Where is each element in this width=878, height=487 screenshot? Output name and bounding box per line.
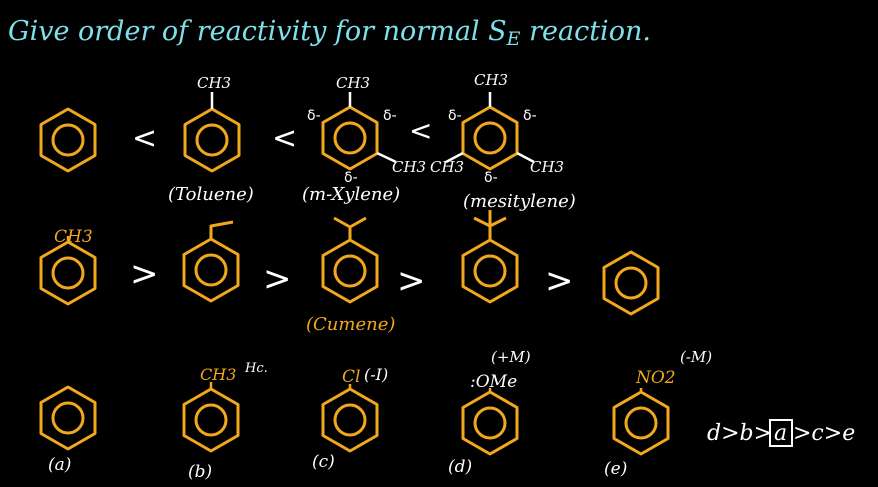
row1-lt-3: <: [409, 114, 432, 147]
svg-text:δ-: δ-: [307, 108, 321, 124]
row2-gt-4: >: [545, 261, 574, 301]
row1-mesitylene: CH3 CH3 CH3 δ- δ- δ-: [430, 71, 564, 186]
label-d: (d): [448, 457, 472, 477]
row1-lt-1: <: [132, 121, 157, 156]
row2-ethylbenzene: [182, 220, 240, 303]
page-title: Give order of reactivity for normal SE r…: [8, 16, 651, 50]
label-b: (b): [188, 462, 212, 482]
svg-text:Hc.: Hc.: [244, 361, 268, 376]
svg-text:CH3: CH3: [530, 158, 564, 176]
svg-text:CH3: CH3: [474, 71, 508, 89]
name-m-xylene: (m-Xylene): [302, 184, 400, 205]
row3-b-toluene: CH3 Hc.: [182, 361, 268, 453]
svg-text:δ-: δ-: [448, 108, 462, 124]
row2-cumene: [321, 216, 379, 304]
svg-text:NO2: NO2: [635, 368, 676, 388]
svg-text:δ-: δ-: [344, 170, 358, 186]
label-c: (c): [312, 452, 335, 472]
svg-text::OMe: :OMe: [470, 372, 517, 392]
name-toluene: (Toluene): [168, 184, 254, 205]
row2-gt-1: >: [130, 254, 159, 294]
svg-text:CH3: CH3: [336, 74, 370, 92]
svg-text:(-I): (-I): [364, 365, 388, 384]
svg-text:Cl: Cl: [342, 367, 360, 387]
row3-a-benzene: [39, 385, 97, 451]
svg-text:CH3: CH3: [430, 158, 464, 176]
svg-text:CH3: CH3: [197, 74, 231, 92]
svg-text:CH3: CH3: [54, 227, 93, 247]
name-mesitylene: (mesitylene): [463, 191, 576, 212]
svg-text:CH3: CH3: [200, 365, 236, 384]
row3-e-nitrobenzene: NO2 (-M): [612, 348, 712, 456]
svg-text:(-M): (-M): [680, 348, 712, 366]
row2-benzene: [602, 250, 660, 316]
svg-text:d>b>: d>b>: [707, 421, 772, 446]
row3-d-anisole: :OMe (+M): [461, 348, 531, 456]
svg-text:δ-: δ-: [523, 108, 537, 124]
svg-text:δ-: δ-: [484, 170, 498, 186]
label-a: (a): [48, 455, 71, 475]
label-e: (e): [604, 459, 627, 479]
row1-toluene: CH3: [183, 74, 241, 173]
name-cumene: (Cumene): [306, 314, 395, 335]
row1-m-xylene: CH3 CH3 δ- δ- δ-: [307, 74, 426, 186]
svg-text:CH3: CH3: [392, 158, 426, 176]
row2-tert-butylbenzene: [461, 210, 519, 304]
row1-benzene: [39, 107, 97, 173]
row2-gt-2: >: [263, 259, 292, 299]
row1-lt-2: <: [272, 121, 297, 156]
answer-order: d>b> a >c>e: [707, 419, 855, 447]
row3-c-chlorobenzene: Cl (-I): [321, 365, 388, 453]
svg-text:>c>e: >c>e: [793, 421, 855, 446]
svg-text:a: a: [774, 421, 787, 446]
row2-gt-3: >: [397, 261, 426, 301]
svg-text:δ-: δ-: [383, 108, 397, 124]
row2-toluene: CH3: [39, 227, 97, 306]
svg-text:(+M): (+M): [491, 348, 531, 366]
